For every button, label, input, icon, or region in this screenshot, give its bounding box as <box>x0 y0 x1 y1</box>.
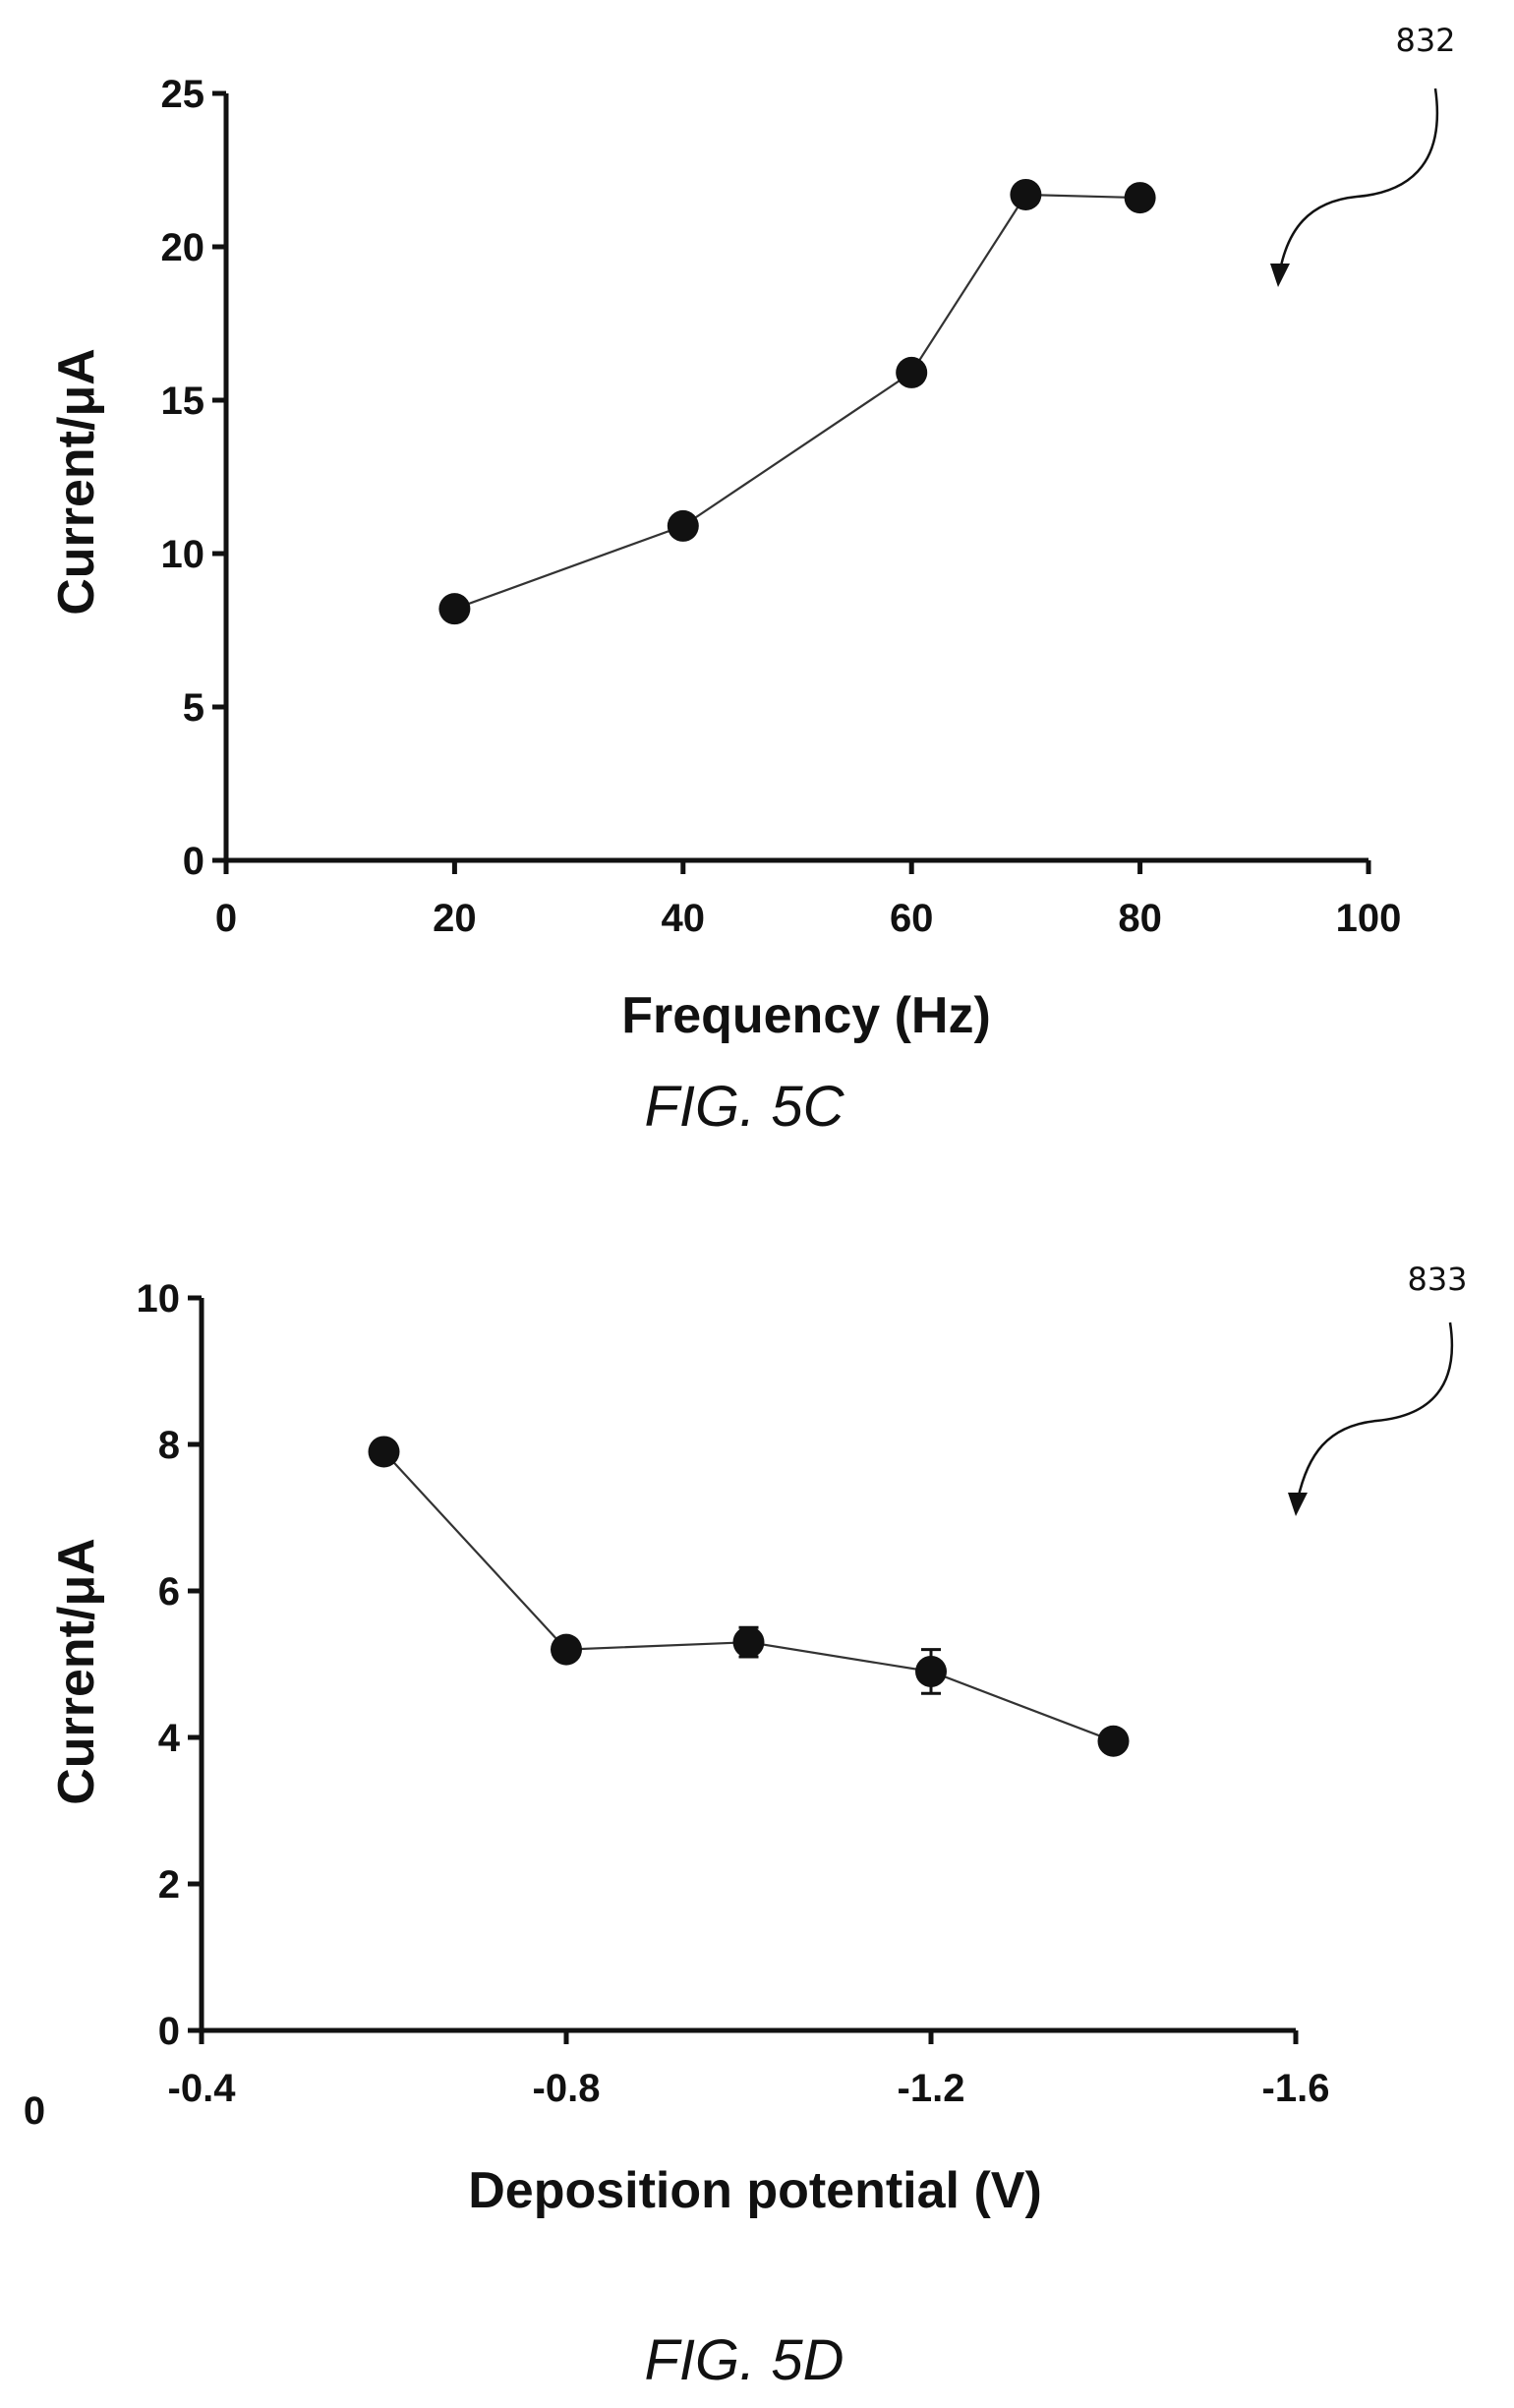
x-tick-label: -1.6 <box>1262 2067 1330 2110</box>
series-line <box>454 193 1140 611</box>
y-tick-label: 0 <box>183 840 204 883</box>
y-tick-label: 10 <box>161 533 205 576</box>
data-point <box>667 509 699 542</box>
data-point <box>915 1655 947 1687</box>
chart-fig-5d: 833 0 2 4 6 8 10 -0.4 -0.8 -1.2 -1.6 0 Current/μA… <box>24 1261 1468 2392</box>
chart-fig-5c: 832 0 5 10 15 20 25 0 20 40 60 80 100 Current/μA Fr… <box>48 22 1456 1139</box>
x-tick-label: -0.8 <box>533 2067 601 2110</box>
y-tick-label: 5 <box>183 686 204 730</box>
arrowhead-icon <box>1288 1493 1308 1516</box>
y-tick-label: 10 <box>137 1277 181 1321</box>
y-tick-label: 15 <box>161 380 205 423</box>
data-point <box>1124 182 1156 214</box>
reference-arrow-icon <box>1278 88 1439 271</box>
y-tick-label: 0 <box>158 2010 180 2053</box>
data-point <box>1097 1725 1130 1757</box>
y-axis-title: Current/μA <box>48 348 105 616</box>
reference-number-832: 832 <box>1395 22 1455 59</box>
x-tick-label: -0.4 <box>168 2067 237 2110</box>
x-tick-label: 60 <box>890 897 934 940</box>
y-tick-label: 2 <box>158 1863 180 1907</box>
reference-number-833: 833 <box>1407 1261 1467 1298</box>
x-tick-label: 40 <box>662 897 706 940</box>
origin-label: 0 <box>24 2089 45 2133</box>
data-point <box>368 1436 400 1468</box>
x-tick-label: 100 <box>1336 897 1402 940</box>
figure-caption-5c: FIG. 5C <box>644 1075 844 1139</box>
data-marks-fig-5c <box>438 178 1156 625</box>
x-axis-title: Frequency (Hz) <box>621 987 991 1044</box>
x-tick-label: 20 <box>433 897 477 940</box>
y-tick-label: 20 <box>161 226 205 269</box>
y-axis-title: Current/μA <box>48 1538 105 1805</box>
y-tick-label: 8 <box>158 1424 180 1467</box>
data-marks-fig-5d <box>368 1436 1130 1757</box>
data-point <box>438 593 471 625</box>
data-point <box>551 1633 582 1666</box>
x-tick-label: 0 <box>215 897 237 940</box>
arrowhead-icon <box>1270 264 1290 287</box>
x-axis-title: Deposition potential (V) <box>468 2162 1042 2219</box>
axes-fig-5c: 0 5 10 15 20 25 0 20 40 60 80 100 <box>161 73 1402 940</box>
y-tick-label: 6 <box>158 1570 180 1614</box>
y-tick-label: 25 <box>161 73 205 116</box>
y-tick-label: 4 <box>158 1717 181 1760</box>
data-point <box>896 356 928 388</box>
x-tick-label: 80 <box>1118 897 1162 940</box>
figure-caption-5d: FIG. 5D <box>644 2328 844 2392</box>
data-point <box>732 1626 765 1659</box>
x-tick-label: -1.2 <box>898 2067 965 2110</box>
reference-arrow-icon <box>1296 1321 1454 1500</box>
series-line <box>382 1450 1114 1742</box>
data-point <box>1010 178 1042 210</box>
axes-fig-5d: 0 2 4 6 8 10 -0.4 -0.8 -1.2 -1.6 <box>137 1277 1330 2110</box>
